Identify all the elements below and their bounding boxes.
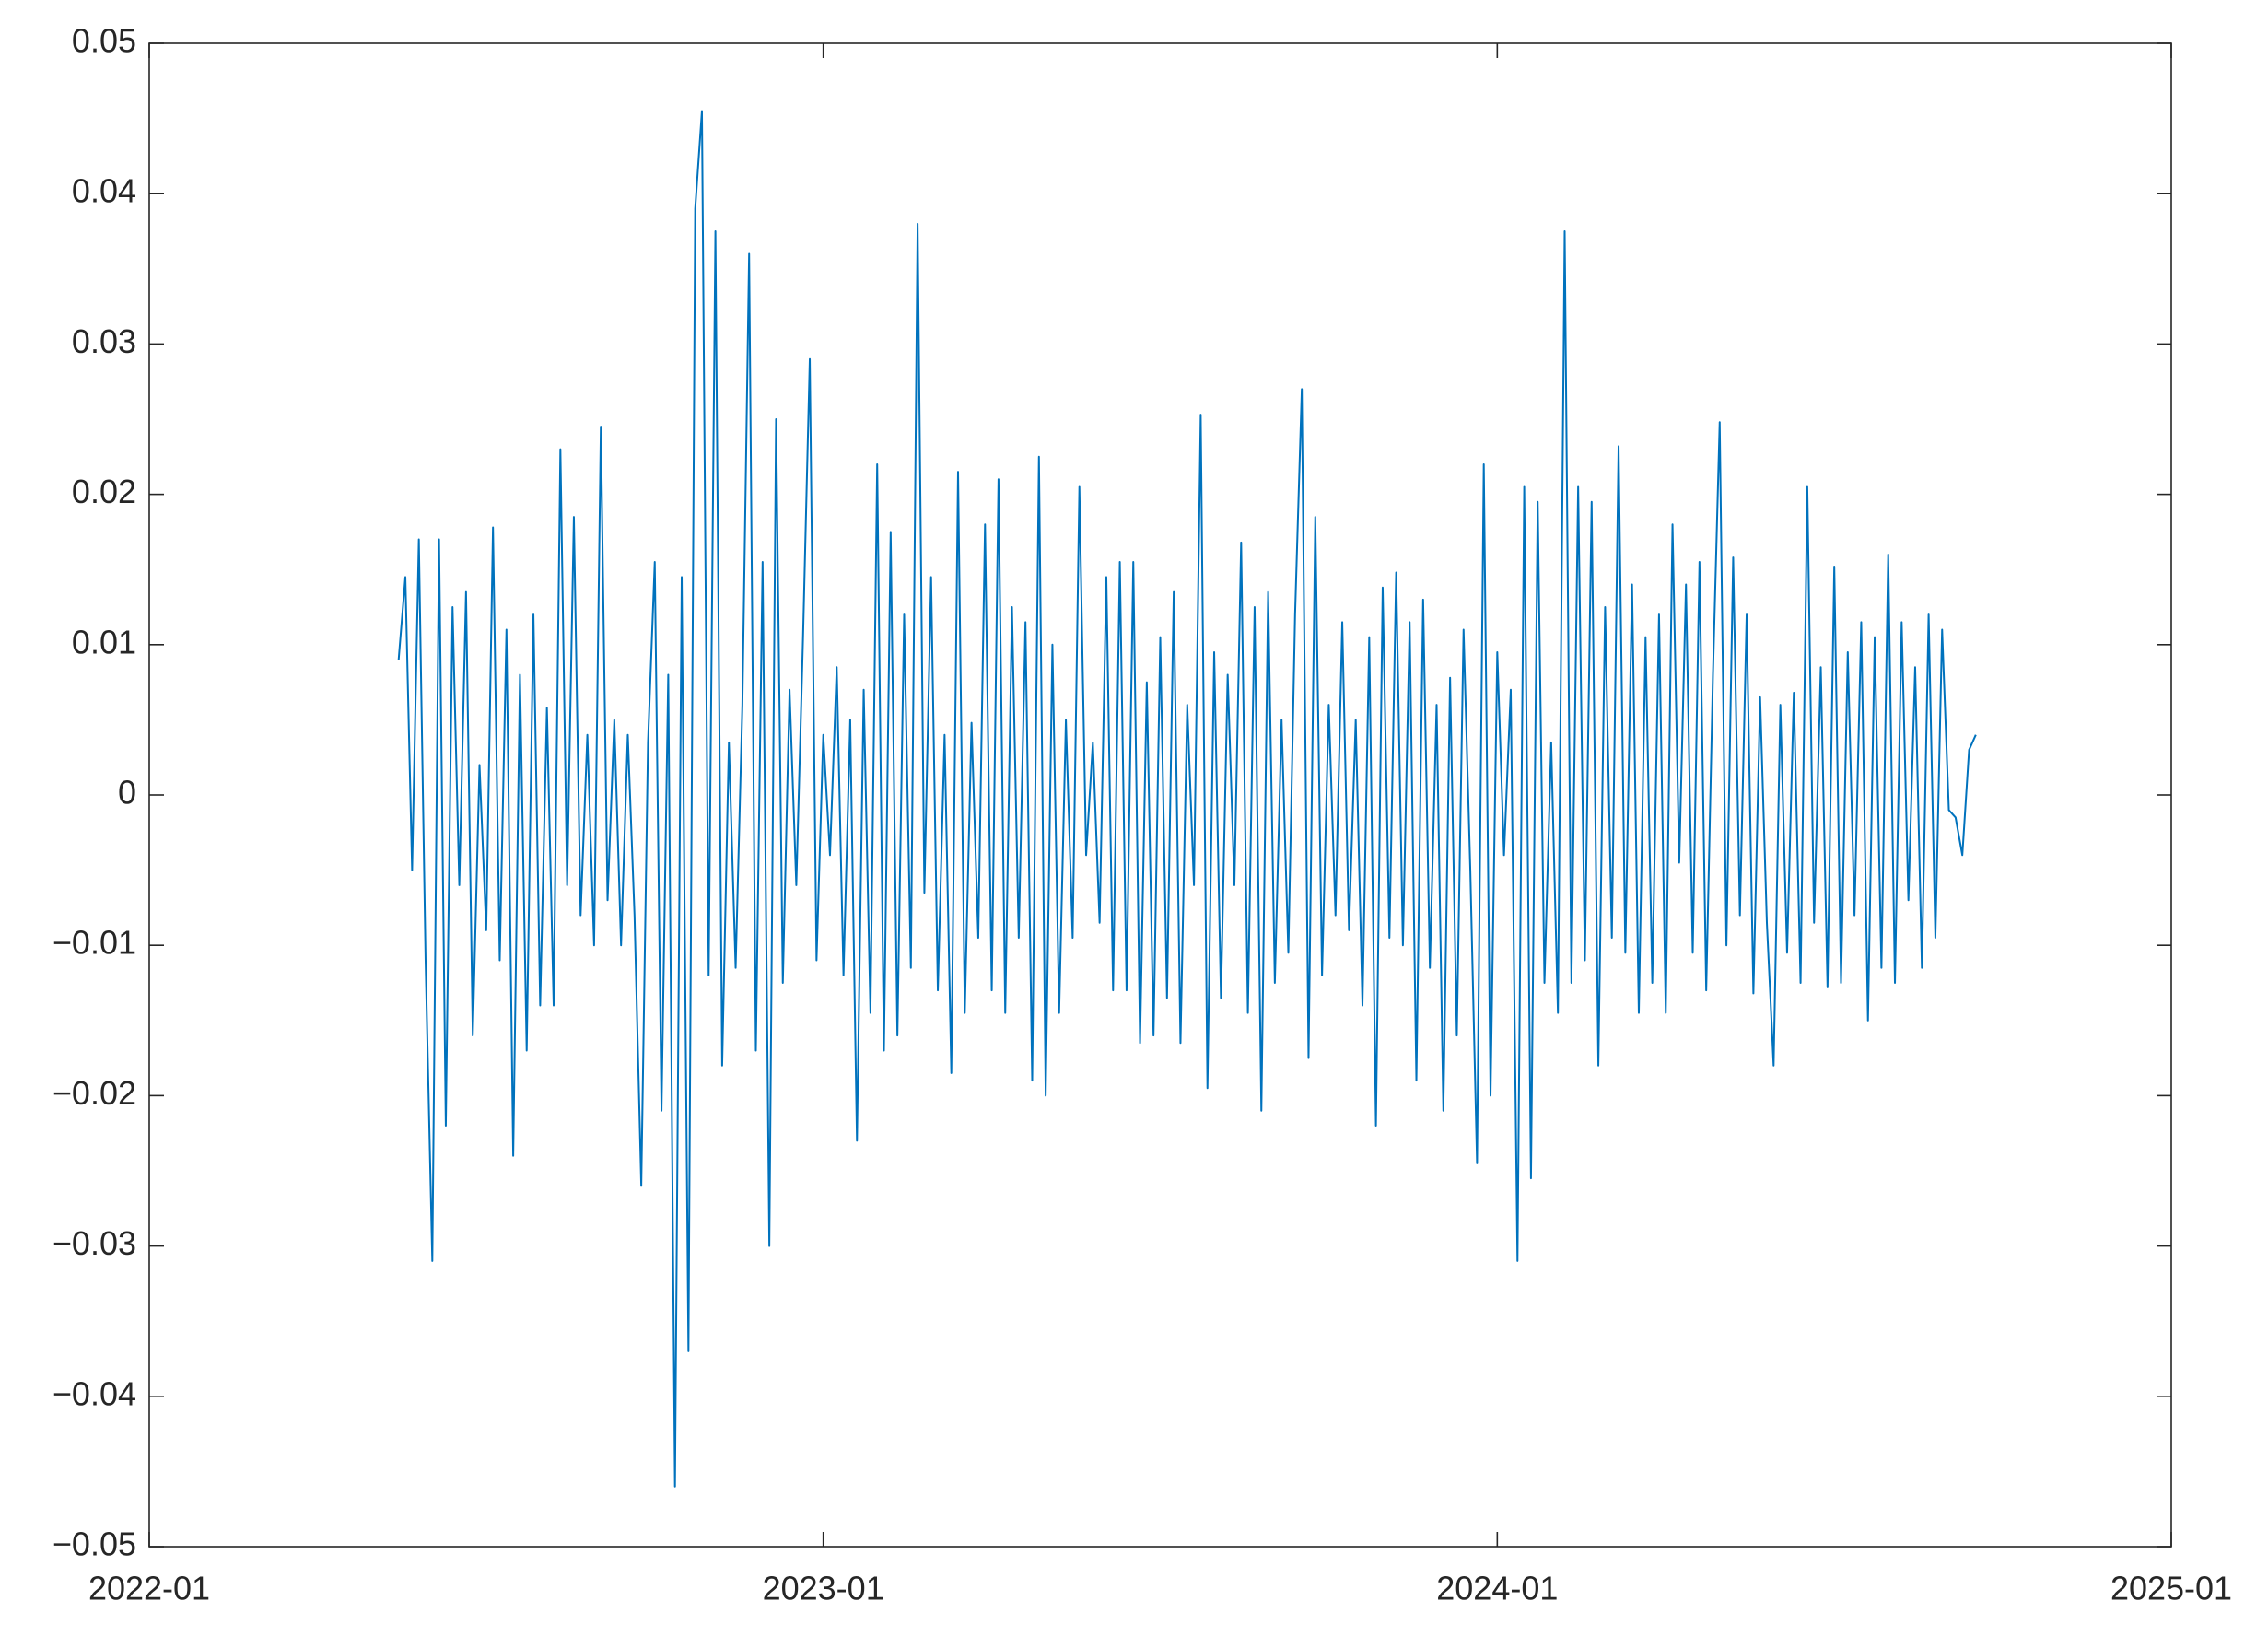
y-tick-label: 0.01 [72,623,136,660]
data-line [397,110,1977,1488]
y-tick-label: −0.02 [53,1074,136,1112]
x-tick-label: 2025-01 [2110,1570,2232,1607]
y-tick-label: −0.05 [53,1525,136,1563]
y-tick-label: 0.04 [72,172,136,210]
y-tick-label: −0.01 [53,924,136,962]
y-tick-label: −0.04 [53,1374,136,1412]
plot-frame [148,42,2172,1548]
y-tick-label: −0.03 [53,1224,136,1262]
y-tick-label: 0 [118,774,136,812]
x-tick-label: 2023-01 [763,1570,884,1607]
x-tick-label: 2022-01 [88,1570,210,1607]
y-tick-label: 0.05 [72,22,136,60]
y-tick-label: 0.03 [72,322,136,360]
x-tick-label: 2024-01 [1436,1570,1558,1607]
y-tick-label: 0.02 [72,473,136,510]
